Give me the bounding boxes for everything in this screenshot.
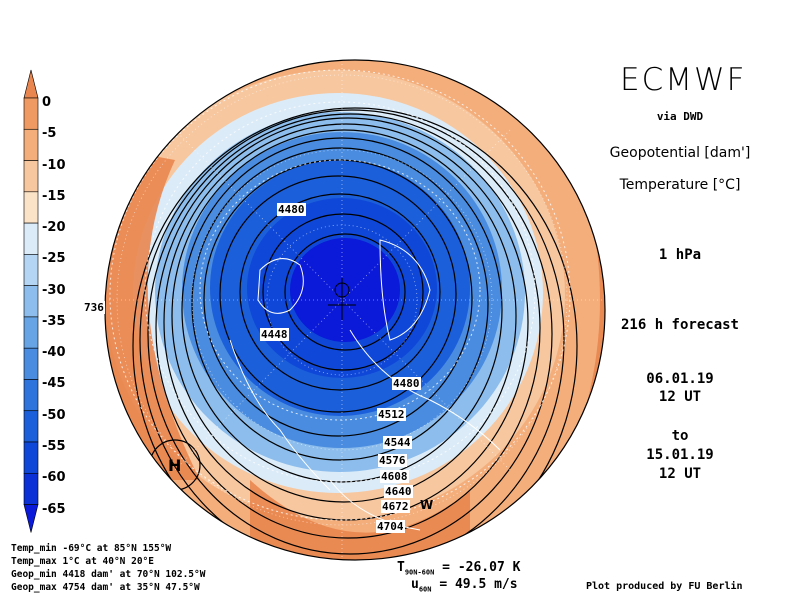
valid-date: 15.01.19	[646, 447, 714, 463]
contour-label: 4480	[277, 203, 306, 216]
stat-temp-max: Temp_max 1°C at 40°N 20°E	[11, 556, 154, 567]
contour-label: 4704	[376, 520, 405, 533]
field2-label: Temperature [°C]	[619, 177, 741, 193]
colorbar-label: -35	[42, 313, 66, 329]
contour-label: 736	[83, 301, 105, 314]
colorbar-label: -60	[42, 470, 66, 486]
contour-label: 4480	[392, 377, 421, 390]
contour-label: 4608	[380, 470, 409, 483]
temperature-contours	[109, 69, 571, 521]
t-value: = -26.07 K	[442, 560, 521, 575]
u-symbol: u	[411, 577, 419, 592]
colorbar-label: -50	[42, 407, 66, 423]
stat-geop-max: Geop_max 4754 dam' at 35°N 47.5°W	[11, 582, 200, 593]
colorbar-label: -45	[42, 376, 66, 392]
colorbar-label: -20	[42, 220, 66, 236]
level-label: 1 hPa	[658, 247, 702, 263]
coastlines	[229, 239, 501, 531]
colorbar-label: -55	[42, 439, 66, 455]
source-label: via DWD	[656, 110, 704, 123]
wind-mean-label: u60N = 49.5 m/s	[411, 577, 518, 594]
colorbar-label: -25	[42, 251, 66, 267]
stat-geop-min: Geop_min 4418 dam' at 70°N 102.5°W	[11, 569, 206, 580]
init-time: 12 UT	[658, 389, 702, 405]
t-subscript: 90N-60N	[404, 568, 435, 577]
credit: Plot produced by FU Berlin	[586, 581, 743, 592]
colorbar-label: -15	[42, 188, 66, 204]
contour-label: 4544	[383, 436, 412, 449]
to-label: to	[671, 428, 689, 444]
colorbar-label: -30	[42, 282, 66, 298]
temp-mean-label: T90N-60N = -26.07 K	[397, 560, 520, 577]
temperature-field	[105, 60, 605, 560]
colorbar-label: 0	[42, 95, 52, 110]
colorbar-label: -10	[42, 157, 66, 173]
init-date: 06.01.19	[646, 371, 714, 387]
field1-label: Geopotential [dam']	[609, 145, 751, 161]
contour-label: 4672	[381, 500, 410, 513]
forecast-label: 216 h forecast	[620, 317, 739, 333]
contour-label: 4448	[260, 328, 289, 341]
contour-label: 4640	[384, 485, 413, 498]
app-title: ECMWF	[620, 62, 747, 98]
t-symbol: T	[397, 560, 405, 575]
high-pressure-marker: H	[168, 456, 182, 475]
contour-label: 4512	[377, 408, 406, 421]
colorbar-label: -5	[42, 126, 57, 142]
low-marker: W	[420, 498, 434, 512]
u-subscript: 60N	[418, 585, 432, 594]
colorbar-label: -65	[42, 501, 66, 517]
graticule	[105, 60, 605, 560]
geopotential-contours	[132, 107, 578, 560]
contour-label: 4576	[378, 454, 407, 467]
colorbar-label: -40	[42, 345, 66, 361]
pole-marker	[328, 278, 356, 320]
valid-time: 12 UT	[658, 466, 702, 482]
stat-temp-min: Temp_min -69°C at 85°N 155°W	[11, 543, 172, 554]
u-value: = 49.5 m/s	[439, 577, 518, 592]
